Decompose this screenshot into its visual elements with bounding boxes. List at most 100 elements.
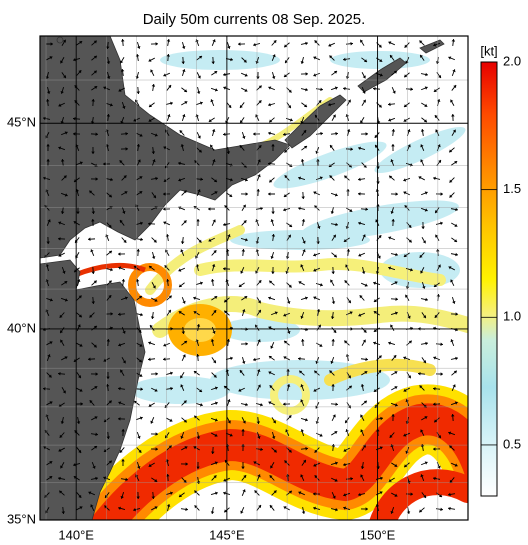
arrow <box>344 280 350 286</box>
arrow-head <box>124 296 128 300</box>
arrow <box>358 146 366 151</box>
arrow-head <box>213 374 217 378</box>
arrow-head <box>316 309 321 312</box>
arrow-head <box>418 176 422 180</box>
arrow-head <box>155 372 158 376</box>
arrow-head <box>211 451 215 454</box>
arrow <box>271 54 276 62</box>
arrow-head <box>94 416 98 420</box>
arrow <box>60 339 65 346</box>
arrow-head <box>122 210 126 214</box>
arrow-head <box>243 59 247 63</box>
arrow <box>301 236 306 244</box>
arrow-head <box>60 90 64 94</box>
arrow-head <box>214 71 218 75</box>
arrow-head <box>63 175 67 179</box>
arrow-head <box>440 507 443 512</box>
arrow <box>435 192 444 196</box>
arrow <box>331 430 338 436</box>
arrow-head <box>245 237 248 242</box>
arrow-head <box>196 219 200 222</box>
arrow <box>256 416 261 425</box>
arrow-head <box>223 132 226 137</box>
arrow-head <box>79 343 83 347</box>
arrow-head <box>344 175 348 179</box>
arrow <box>285 473 290 482</box>
arrow <box>237 42 246 46</box>
arrow <box>360 429 365 437</box>
arrow-head <box>242 489 246 493</box>
arrow <box>75 161 83 166</box>
arrow-head <box>329 370 333 374</box>
arrow <box>91 461 96 469</box>
arrow <box>58 447 65 452</box>
arrow-head <box>394 493 398 497</box>
arrow-head <box>358 253 362 257</box>
arrow <box>360 474 365 481</box>
arrow-head <box>91 211 96 214</box>
arrow-head <box>154 478 158 482</box>
arrow <box>283 356 290 361</box>
arrow <box>120 296 128 301</box>
arrow <box>330 507 338 512</box>
arrow-head <box>196 466 200 469</box>
arrow-head <box>93 55 97 59</box>
arrow-head <box>405 450 409 454</box>
arrow <box>136 176 143 181</box>
arrow-head <box>373 281 377 285</box>
arrow <box>43 176 51 181</box>
arrow-head <box>58 221 62 225</box>
arrow-head <box>148 58 152 62</box>
arrow-head <box>150 420 154 424</box>
arrow-head <box>362 90 366 94</box>
arrow <box>388 41 396 46</box>
arrow-head <box>272 54 276 58</box>
arrow <box>450 356 458 361</box>
arrow-head <box>76 421 81 424</box>
arrow <box>46 401 53 406</box>
arrow <box>331 338 335 347</box>
arrow <box>91 40 98 46</box>
arrow-head <box>378 44 382 48</box>
arrow-head <box>314 475 318 479</box>
arrow-head <box>43 116 46 121</box>
arrow-head <box>253 42 256 47</box>
arrow-head <box>150 316 155 319</box>
arrow-head <box>104 505 108 509</box>
arrow-head <box>103 162 106 166</box>
arrow <box>45 297 53 302</box>
arrow <box>256 85 262 91</box>
arrow-head <box>137 465 141 469</box>
arrow <box>434 312 440 319</box>
arrow <box>210 401 218 405</box>
arrow-head <box>330 144 333 148</box>
arrow-head <box>163 357 166 362</box>
arrow-head <box>388 102 391 107</box>
arrow <box>105 177 113 182</box>
arrow <box>103 357 110 362</box>
arrow <box>136 190 143 196</box>
arrow <box>391 70 398 76</box>
arrow <box>121 237 127 244</box>
arrow <box>451 296 456 304</box>
arrow-head <box>49 56 53 60</box>
arrow-head <box>423 494 427 498</box>
arrow-head <box>60 60 64 64</box>
arrow <box>181 477 187 483</box>
arrow-head <box>332 495 336 499</box>
arrow-head <box>390 54 393 58</box>
arrow-head <box>168 445 172 449</box>
arrow <box>331 383 335 392</box>
arrow-head <box>45 264 50 267</box>
arrow <box>240 177 248 182</box>
arrow-head <box>197 135 201 139</box>
arrow-head <box>330 211 335 214</box>
arrow-head <box>137 159 141 163</box>
arrow-head <box>394 463 398 467</box>
arrow <box>121 278 126 287</box>
arrow-head <box>58 476 61 481</box>
arrow <box>451 38 456 47</box>
arrow-head <box>120 39 125 42</box>
arrow-head <box>438 159 441 163</box>
